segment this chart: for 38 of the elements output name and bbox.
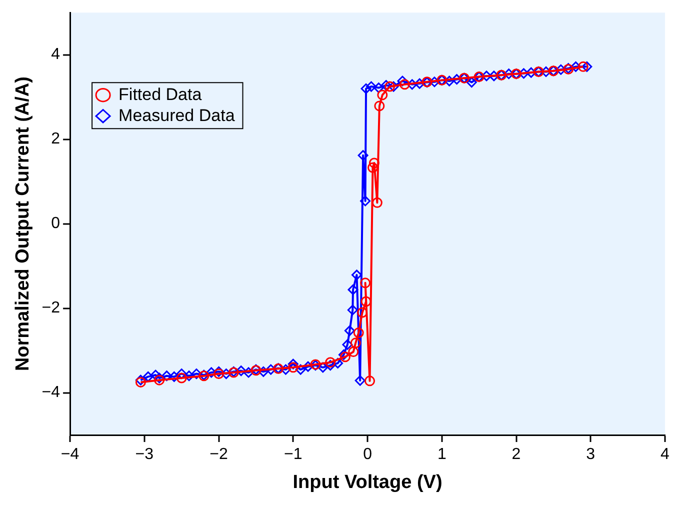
x-tick-label: 2 (512, 446, 521, 464)
legend-label: Fitted Data (118, 84, 202, 104)
point (176, 372, 187, 384)
x-tick-label: −2 (210, 446, 228, 464)
x-axis-title: Input Voltage (V) (292, 472, 442, 493)
point (377, 90, 388, 100)
x-tick-label: 4 (660, 446, 670, 464)
point (348, 346, 359, 358)
point (350, 338, 361, 348)
y-axis-title: Normalized Output Current (A/A) (12, 76, 34, 372)
point (340, 352, 350, 362)
point (357, 307, 368, 318)
point (578, 61, 588, 72)
point (367, 162, 378, 173)
point (214, 368, 224, 379)
point (325, 357, 336, 368)
x-tick-label: 3 (586, 446, 596, 464)
x-tick-label: −1 (284, 446, 302, 464)
legend-label: Measured Data (118, 106, 236, 125)
y-tick-label: −2 (42, 300, 60, 317)
point (384, 81, 396, 92)
y-tick-label: 2 (51, 130, 60, 148)
point (288, 362, 298, 373)
point (360, 296, 372, 307)
point (372, 197, 382, 208)
point (399, 79, 410, 90)
point (364, 376, 375, 386)
point (360, 278, 371, 288)
point (353, 328, 364, 338)
y-tick-label: −4 (42, 384, 60, 402)
point (154, 374, 165, 386)
y-tick-label: 0 (51, 215, 60, 232)
x-tick-label: 1 (437, 446, 446, 464)
x-tick-label: −3 (135, 446, 154, 464)
x-tick-label: 0 (363, 446, 372, 464)
point (368, 158, 380, 168)
point (374, 100, 385, 112)
y-tick-label: 4 (51, 46, 60, 64)
